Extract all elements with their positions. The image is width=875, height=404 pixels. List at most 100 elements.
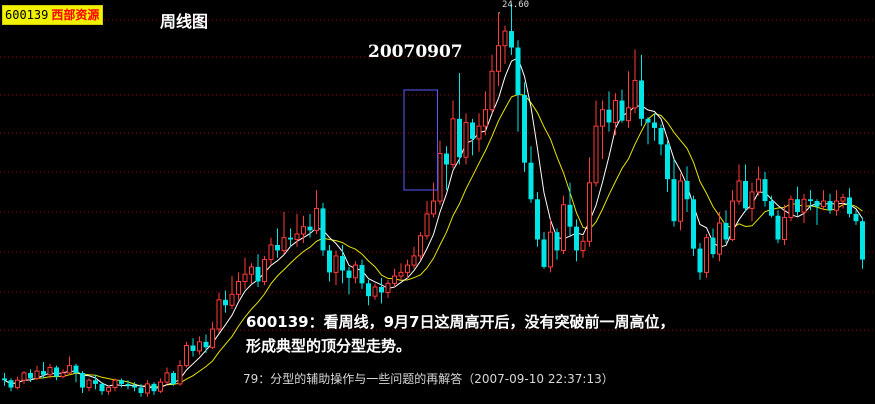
candle-body: [619, 100, 625, 121]
candle-body: [236, 281, 241, 295]
candle-body: [307, 226, 313, 231]
candle-body: [411, 255, 417, 266]
candle-body: [717, 222, 722, 255]
candle-body: [255, 266, 261, 282]
candle-body: [366, 283, 371, 297]
candle-body: [450, 118, 456, 166]
candle-body: [47, 366, 53, 376]
candle-body: [522, 95, 527, 163]
candle-body: [190, 345, 196, 351]
candle-body: [8, 380, 14, 388]
candle-body: [567, 204, 573, 227]
candle-body: [697, 248, 703, 273]
candle-body: [600, 109, 605, 127]
candle-body: [632, 79, 638, 109]
candle-body: [67, 365, 72, 374]
candle-body: [216, 299, 222, 330]
candle-body: [21, 372, 27, 381]
candle-body: [418, 235, 423, 257]
candle-body: [145, 383, 150, 394]
candle-body: [535, 199, 540, 240]
candle-body: [496, 45, 501, 72]
candle-body: [548, 231, 553, 268]
candle-body: [41, 371, 46, 375]
candle-body: [372, 286, 378, 297]
candle-body: [112, 379, 118, 389]
candle-body: [2, 378, 7, 381]
candle-body: [268, 244, 274, 261]
candle-body: [788, 198, 794, 219]
candle-body: [658, 127, 664, 145]
candle-body: [541, 239, 547, 267]
ma-slow-line: [4, 93, 863, 388]
candle-body: [340, 255, 345, 271]
candle-body: [314, 207, 319, 231]
candle-body: [60, 372, 66, 378]
candle-body: [509, 31, 514, 48]
candle-body: [730, 200, 735, 240]
candle-body: [769, 201, 774, 216]
candle-body: [847, 197, 852, 214]
candle-body: [652, 122, 657, 128]
candle-body: [671, 179, 677, 222]
candle-body: [743, 180, 748, 209]
candle-body: [99, 383, 105, 392]
date-annotation: 20070907: [368, 42, 463, 62]
candle-body: [223, 299, 228, 306]
candle-body: [580, 240, 586, 251]
candle-body: [405, 264, 410, 273]
candle-body: [392, 275, 397, 284]
candle-body: [171, 372, 176, 384]
candle-body: [288, 237, 293, 240]
candle-body: [840, 196, 846, 202]
candle-body: [710, 237, 716, 255]
candle-body: [626, 107, 631, 122]
candle-body: [262, 259, 267, 283]
candle-body: [483, 109, 488, 127]
candle-body: [795, 199, 800, 213]
candle-body: [132, 385, 137, 388]
candle-body: [665, 144, 670, 180]
candle-body: [554, 232, 560, 251]
candle-body: [106, 387, 111, 392]
candle-body: [463, 121, 469, 158]
stock-name: 西部资源: [51, 8, 100, 22]
candle-body: [125, 383, 131, 386]
candle-body: [808, 199, 813, 202]
candle-body: [684, 180, 690, 200]
candle-body: [736, 180, 742, 202]
candle-body: [444, 153, 449, 165]
candle-body: [593, 125, 599, 184]
candle-body: [164, 372, 170, 383]
candle-body: [814, 201, 820, 207]
candle-body: [138, 387, 144, 394]
candle-body: [54, 367, 59, 377]
candle-body: [86, 379, 92, 389]
candle-body: [749, 191, 755, 209]
source-caption: 79：分型的辅助操作与一些问题的再解答（2007-09-10 22:37:13）: [243, 372, 614, 386]
candle-body: [28, 372, 33, 379]
candle-body: [587, 182, 592, 242]
stock-code: 600139: [5, 8, 49, 22]
candle-body: [151, 383, 157, 392]
candle-body: [301, 226, 306, 235]
candle-body: [827, 201, 833, 211]
candle-body: [353, 264, 358, 279]
chart-title: 周线图: [160, 12, 209, 31]
candle-body: [229, 293, 235, 306]
candle-body: [853, 213, 859, 222]
candle-body: [756, 178, 761, 193]
candle-body: [639, 80, 644, 119]
analysis-note-line2: 形成典型的顶分型走势。: [246, 337, 412, 355]
candle-body: [502, 30, 508, 47]
candle-body: [821, 200, 826, 208]
candle-body: [359, 265, 365, 284]
candle-body: [327, 250, 332, 273]
candle-body: [691, 199, 696, 249]
candle-body: [385, 282, 391, 293]
candle-body: [197, 341, 202, 352]
candle-body: [470, 122, 475, 139]
candle-body: [15, 379, 20, 389]
candle-body: [333, 255, 339, 273]
